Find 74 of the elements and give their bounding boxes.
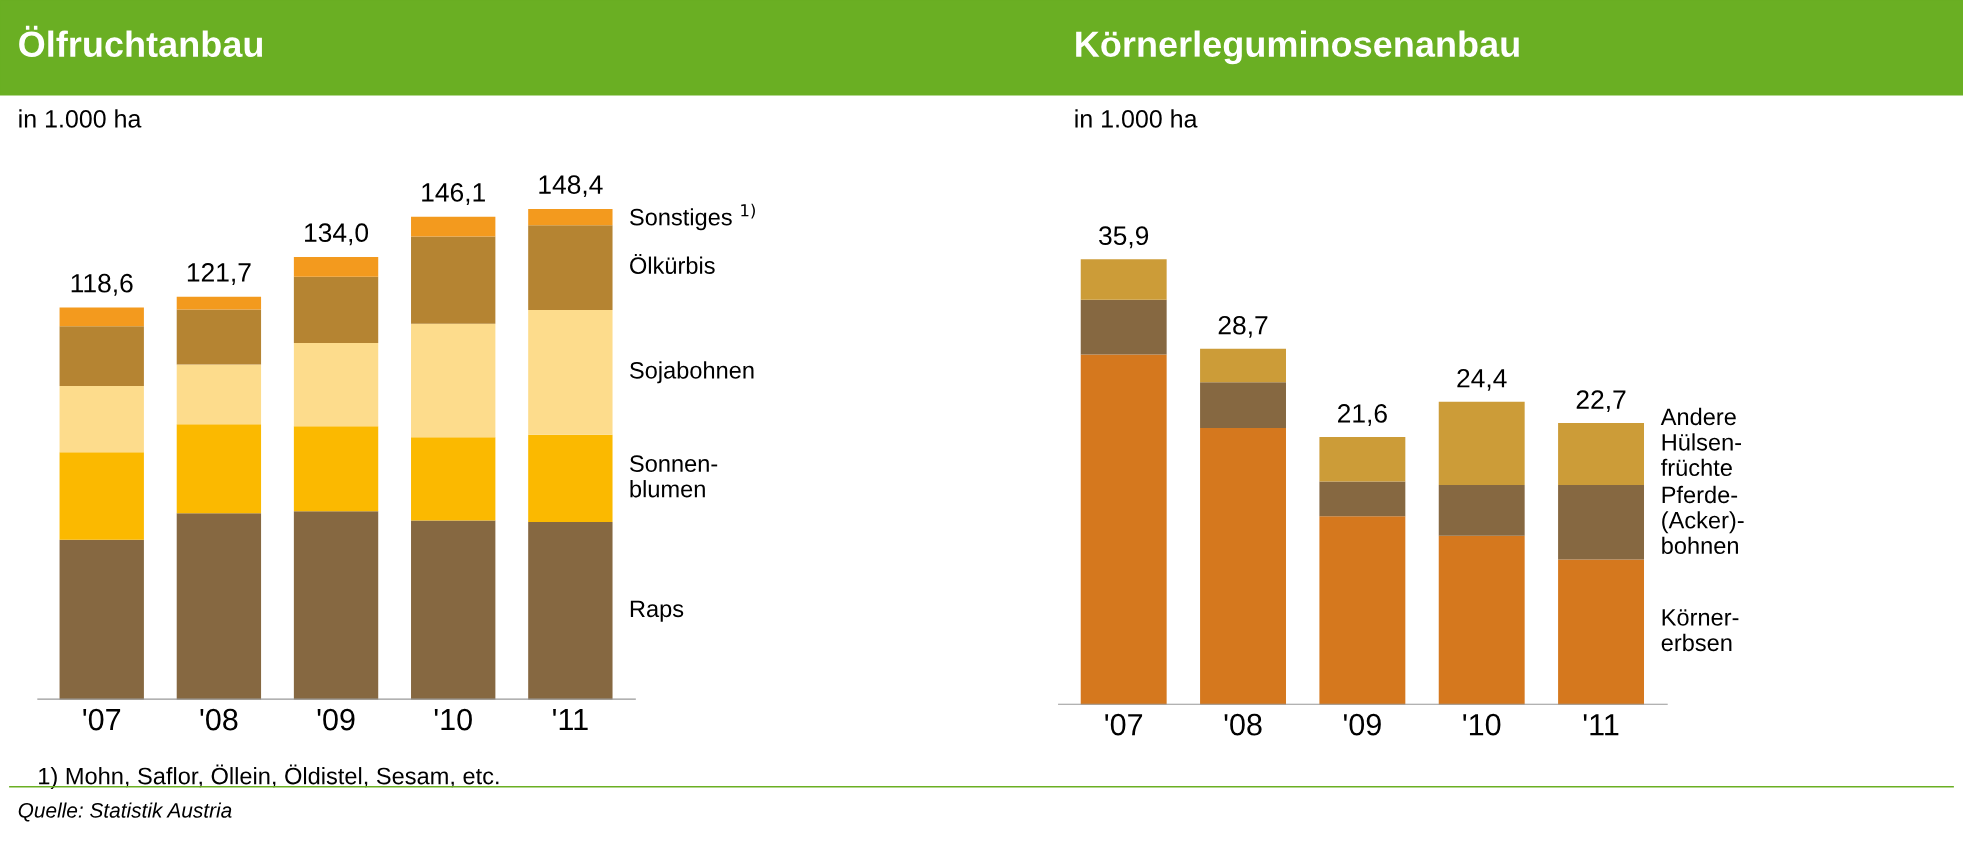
bar [1558,423,1645,486]
annotation: 35,9 [1099,226,1149,249]
bar [59,539,144,700]
bar [176,364,262,425]
text: 1) Mohn, Saflor, Öllein, Öldistel, Sesam, etc. [39,764,499,790]
series-label: Sojabohnen [630,361,754,384]
bar [59,452,144,540]
x-tick-label: '09 [317,708,355,731]
bar [1319,481,1406,517]
bar [176,309,262,365]
bar [528,310,613,435]
bar [1319,516,1406,705]
series-label: Ölkürbis [630,253,715,274]
x-tick-label: '08 [1224,713,1262,736]
bar [1080,354,1167,705]
chart-subtitle: in 1.000 ha [19,109,142,128]
bar [411,216,496,237]
bar [59,326,144,387]
bar [528,434,613,523]
bar [1558,559,1645,705]
annotation: 134,0 [305,223,369,246]
bar [293,276,379,343]
annotation: 28,7 [1218,315,1268,338]
x-tick-label: '09 [1344,713,1381,736]
annotation: 22,7 [1576,390,1626,413]
x-tick-label: '11 [553,709,588,731]
bar [293,342,379,427]
series-label: Raps [630,600,684,622]
bar [1200,382,1286,429]
annotation: 21,6 [1338,404,1387,426]
bar [176,513,262,700]
series-label: Andere Hülsen- früchte [1660,407,1742,477]
chart-title: Körnerleguminosenanbau [1076,30,1519,65]
bar [293,426,379,512]
x-tick-label: '07 [83,708,121,731]
series-label: Sonnen- blumen [630,455,718,498]
bar [411,323,496,438]
annotation: 118,6 [71,273,133,296]
bar [411,437,496,521]
annotation: 148,4 [539,175,603,198]
bar [1438,401,1525,486]
bar [1558,485,1645,560]
x-tick-label: '08 [200,708,238,731]
bar [293,511,379,700]
bar [1438,535,1525,705]
bar [528,208,613,226]
series-label: Körner- erbsen [1661,609,1739,652]
bar [528,522,613,700]
bar [1080,299,1167,355]
chart-subtitle: in 1.000 ha [1075,109,1198,128]
annotation: 24,4 [1457,368,1507,391]
bar [293,257,379,277]
x-tick-label: '11 [1583,714,1619,736]
bar [1438,485,1525,536]
bar [411,236,496,324]
bar [1080,259,1167,300]
x-tick-label: '07 [1105,713,1143,736]
series-label: Sonstiges $^{1)}$ [630,203,755,231]
bar [59,386,144,453]
bar [1319,436,1406,482]
bar [1200,348,1286,383]
bar [1200,428,1286,705]
x-tick-label: '10 [1463,713,1501,736]
chart-title: Ölfruchtanbau [19,25,263,58]
annotation: 146,1 [422,183,485,205]
source-note: Quelle: Statistik Austria [18,802,232,822]
bar [176,424,262,514]
annotation: 121,7 [187,263,251,285]
bar [176,296,262,310]
x-tick-label: '10 [434,708,472,731]
series-label: Pferde- (Acker)- bohnen [1662,485,1744,555]
bar [411,520,496,700]
bar [59,307,144,327]
bar [528,225,613,311]
